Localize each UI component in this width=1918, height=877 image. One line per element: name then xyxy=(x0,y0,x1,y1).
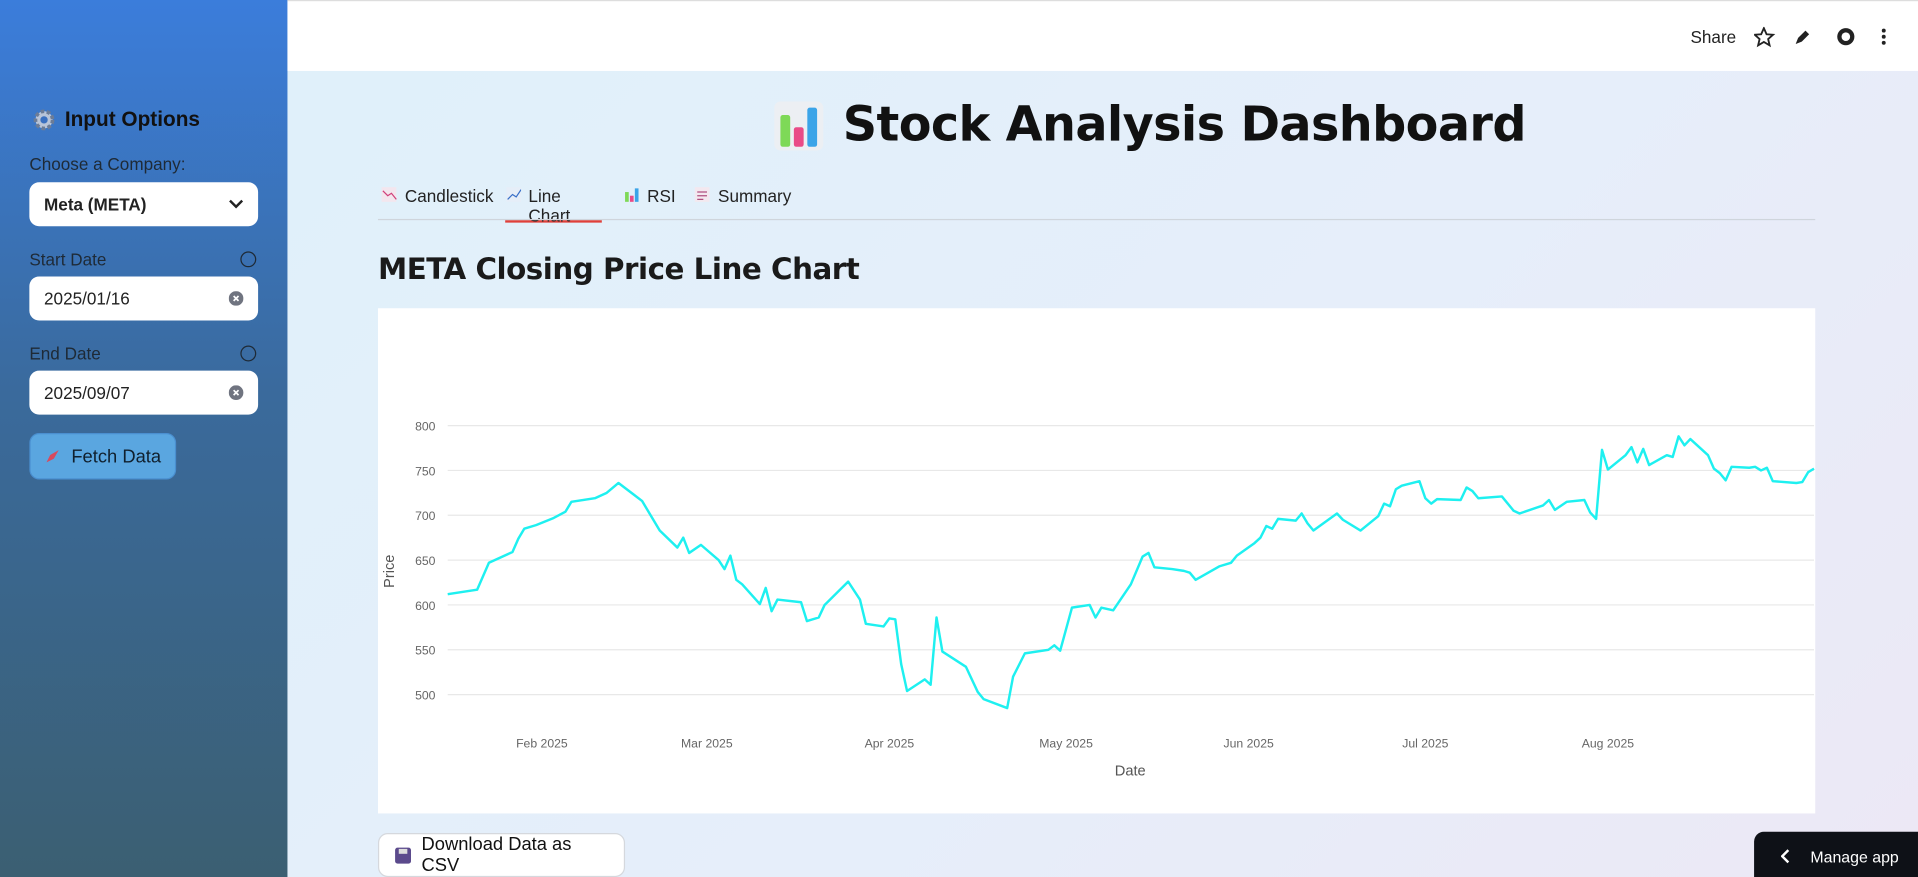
clear-icon[interactable] xyxy=(228,385,244,400)
clear-icon[interactable] xyxy=(228,291,244,306)
start-label: Start Date xyxy=(29,249,107,270)
end-label: End Date xyxy=(29,343,101,364)
page-title: Stock Analysis Dashboard xyxy=(842,97,1527,153)
chart-emoji xyxy=(774,101,824,151)
tab-label: Line Chart xyxy=(528,185,571,226)
tab-label: RSI xyxy=(647,185,676,206)
disk-icon xyxy=(395,847,411,863)
manage-app-button[interactable]: Manage app xyxy=(1754,831,1918,877)
sidebar-title: Input Options xyxy=(64,107,200,131)
tab-icon xyxy=(381,187,397,202)
company-label: Choose a Company: xyxy=(29,154,186,174)
x-tick-label: May 2025 xyxy=(1039,736,1093,750)
y-tick-label: 800 xyxy=(415,419,436,433)
y-axis-title: Price xyxy=(382,555,398,588)
y-tick-label: 550 xyxy=(415,644,436,658)
help-icon[interactable] xyxy=(240,251,257,268)
tab-icon xyxy=(506,187,522,202)
x-axis-title: Date xyxy=(1115,764,1146,780)
start-date-input[interactable]: 2025/01/16 xyxy=(29,276,259,321)
share-button[interactable]: Share xyxy=(1690,26,1737,47)
chevron xyxy=(229,199,244,209)
y-tick-label: 750 xyxy=(415,464,436,478)
download-label: Download Data as CSV xyxy=(421,834,572,876)
x-tick-label: Mar 2025 xyxy=(681,736,733,750)
y-tick-label: 600 xyxy=(415,599,436,613)
end-date-value: 2025/09/07 xyxy=(44,382,130,403)
end-date-input[interactable]: 2025/09/07 xyxy=(29,370,259,415)
tab-icon xyxy=(625,188,639,202)
tab[interactable]: RSI xyxy=(623,186,676,220)
rocket-icon xyxy=(46,450,60,463)
tab-divider xyxy=(377,218,1816,221)
tab[interactable]: Summary xyxy=(694,185,792,220)
y-tick-label: 700 xyxy=(415,509,436,523)
gear-icon xyxy=(33,109,55,131)
toolbar-icons[interactable] xyxy=(1754,26,1901,49)
x-tick-label: Aug 2025 xyxy=(1582,736,1635,750)
help-icon[interactable] xyxy=(240,345,257,362)
company-select[interactable]: Meta (META) xyxy=(29,182,259,227)
tab-active[interactable]: Line Chart xyxy=(505,185,602,226)
start-date-value: 2025/01/16 xyxy=(44,288,130,309)
fetch-label: Fetch Data xyxy=(71,445,162,467)
chevron-left xyxy=(1780,849,1790,864)
y-tick-label: 650 xyxy=(415,554,436,568)
price-line xyxy=(447,435,1815,710)
tab-icon xyxy=(694,187,710,202)
tab-label: Summary xyxy=(718,185,792,206)
x-tick-label: Feb 2025 xyxy=(516,736,568,750)
chart-title: META Closing Price Line Chart xyxy=(377,251,860,287)
top-bar: Share xyxy=(287,0,1918,71)
line-chart: Date Price 500 550 600 650 700 750 800 Feb 2025… xyxy=(377,308,1816,814)
fetch-button[interactable]: Fetch Data xyxy=(29,433,177,480)
x-tick-label: Jun 2025 xyxy=(1224,736,1274,750)
tab-label: Candlestick xyxy=(404,185,494,206)
x-tick-label: Jul 2025 xyxy=(1402,736,1448,750)
company-value: Meta (META) xyxy=(44,194,147,215)
y-tick-label: 500 xyxy=(415,689,436,703)
x-tick-label: Apr 2025 xyxy=(865,736,915,750)
tab[interactable]: Candlestick xyxy=(380,186,493,220)
download-button[interactable]: Download Data as CSV xyxy=(377,833,626,877)
manage-app-label: Manage app xyxy=(1810,847,1899,866)
sidebar: Input Options Choose a Company: Meta (ME… xyxy=(0,0,288,877)
